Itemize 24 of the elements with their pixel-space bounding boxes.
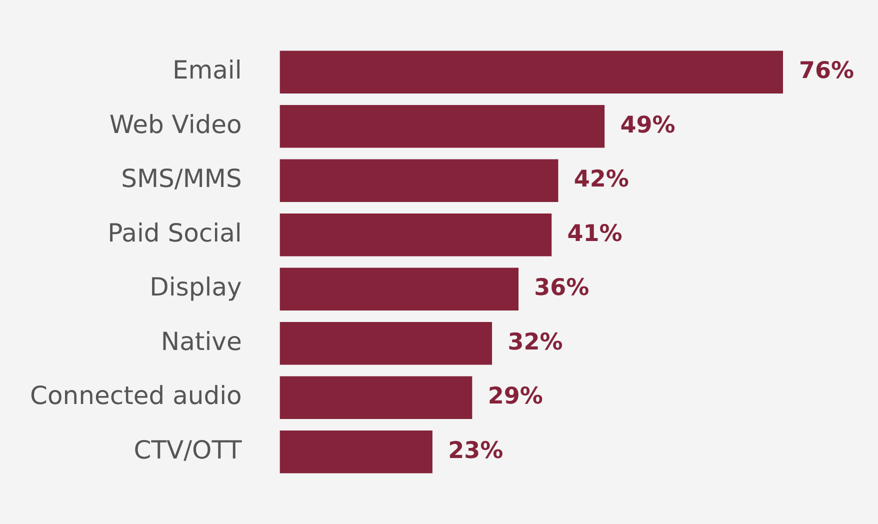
y-tick-label: Email [172,56,242,85]
y-tick-label: CTV/OTT [134,435,243,464]
y-tick-label: Connected audio [30,381,242,410]
y-tick-label: Web Video [109,110,242,139]
data-label: 49% [620,112,676,138]
bar [280,376,472,419]
y-tick-label: SMS/MMS [121,164,242,194]
bar [280,50,783,94]
bar [280,430,432,474]
y-tick-label: Display [150,272,242,302]
bar [280,268,519,310]
bar [280,322,492,365]
data-label: 32% [508,329,563,356]
bar [280,159,558,202]
bar [280,214,552,256]
data-label: 76% [799,58,854,84]
data-label: 29% [488,384,543,410]
data-label: 42% [574,166,629,193]
data-label: 23% [448,438,504,464]
data-label: 41% [567,220,622,247]
y-tick-label: Paid Social [108,218,242,248]
y-tick-label: Native [160,326,242,356]
data-label: 36% [534,275,590,302]
bar [280,105,605,148]
